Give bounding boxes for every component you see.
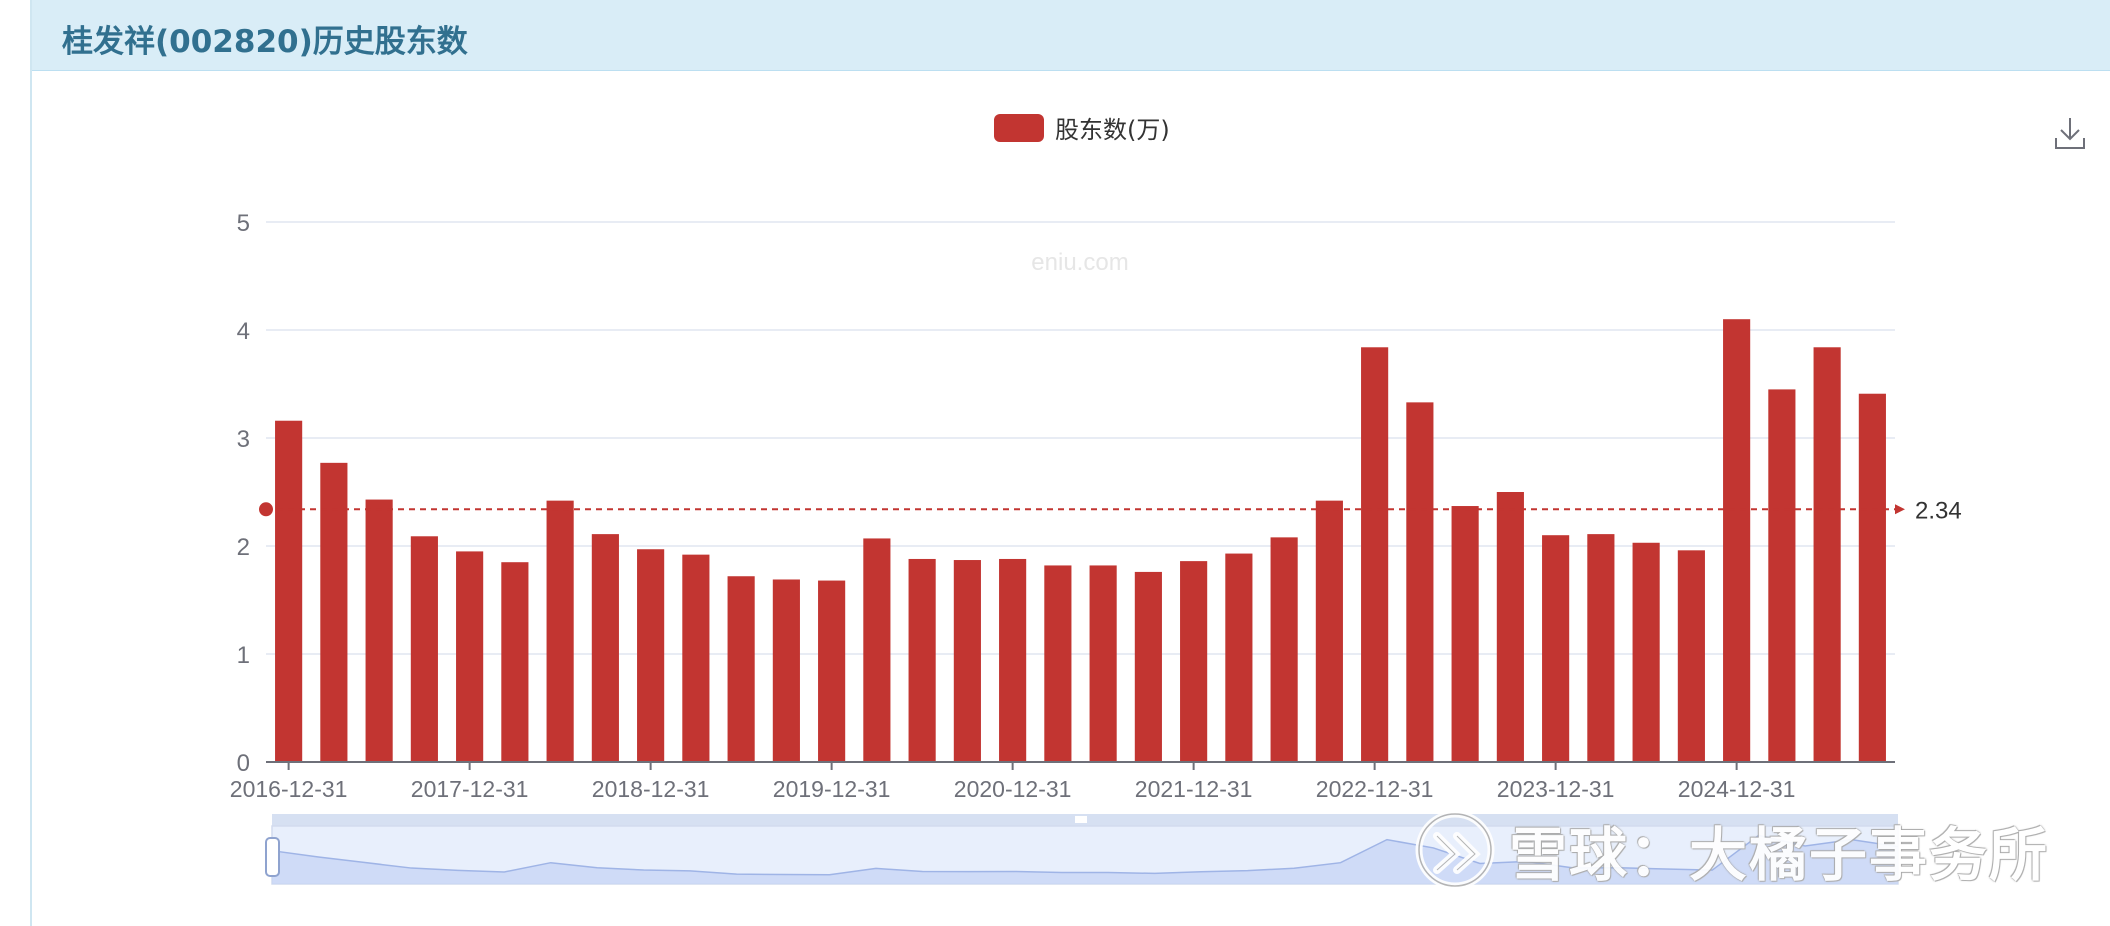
y-tick-label: 2 — [237, 534, 250, 561]
bar — [727, 576, 755, 762]
download-icon[interactable] — [2054, 116, 2086, 150]
bar — [410, 536, 438, 762]
bar — [908, 558, 936, 762]
legend-label[interactable]: 股东数(万) — [1055, 116, 1170, 144]
chart-legend[interactable]: 股东数(万) — [994, 110, 1170, 145]
bar — [1723, 319, 1751, 762]
site-watermark: eniu.com — [1031, 249, 1128, 276]
bar — [1180, 561, 1208, 762]
bar — [1813, 347, 1841, 762]
average-line-start — [259, 502, 273, 517]
x-tick-label: 2016-12-31 — [230, 776, 348, 802]
panel-header: 桂发祥(002820)历史股东数 — [32, 0, 2110, 71]
bar — [1089, 565, 1117, 762]
bar — [1632, 542, 1660, 762]
bar — [637, 549, 665, 762]
zoom-slider-line — [271, 834, 1899, 876]
bar — [320, 462, 348, 762]
left-border — [30, 0, 32, 926]
bar — [1768, 389, 1796, 762]
bar — [1134, 571, 1162, 762]
zoom-slider-grip[interactable] — [1075, 816, 1087, 823]
bar — [1677, 550, 1705, 762]
x-tick-label: 2018-12-31 — [592, 776, 710, 802]
bar — [1270, 537, 1298, 762]
zoom-slider-left-handle[interactable] — [265, 837, 280, 877]
x-tick-label: 2023-12-31 — [1497, 776, 1615, 802]
bar — [1225, 553, 1253, 762]
bar — [818, 580, 846, 762]
bar — [863, 538, 891, 762]
bar — [591, 534, 619, 762]
x-tick-label: 2021-12-31 — [1135, 776, 1253, 802]
x-tick-label: 2024-12-31 — [1678, 776, 1796, 802]
y-tick-label: 4 — [237, 318, 250, 345]
bar — [1451, 506, 1479, 762]
x-tick-label: 2022-12-31 — [1316, 776, 1434, 802]
bar — [1361, 347, 1389, 762]
xueqiu-watermark: 雪球：大橘子事务所 — [1415, 808, 2049, 892]
x-tick-label: 2019-12-31 — [773, 776, 891, 802]
bar — [546, 500, 574, 762]
bar — [501, 562, 529, 762]
bar — [1496, 492, 1524, 762]
bar — [1542, 535, 1570, 762]
average-line-label: 2.34 — [1915, 497, 1962, 524]
zoom-slider-area — [272, 835, 1898, 884]
bar — [1044, 565, 1072, 762]
bar — [1858, 393, 1886, 762]
bar — [953, 560, 981, 762]
bar — [456, 551, 484, 762]
bar — [275, 420, 303, 762]
y-tick-label: 3 — [237, 426, 250, 453]
average-line-arrow — [1895, 504, 1905, 515]
x-tick-label: 2020-12-31 — [954, 776, 1072, 802]
bar — [1587, 534, 1615, 762]
bar — [365, 499, 393, 762]
xueqiu-logo-icon — [1415, 810, 1495, 890]
bar — [682, 554, 710, 762]
y-tick-label: 5 — [237, 210, 250, 237]
y-tick-label: 0 — [237, 750, 250, 777]
page-title: 桂发祥(002820)历史股东数 — [62, 24, 468, 60]
bar — [772, 579, 800, 762]
bar — [1406, 402, 1434, 762]
watermark-text: 雪球：大橘子事务所 — [1509, 821, 2050, 889]
bar — [1315, 500, 1343, 762]
legend-swatch[interactable] — [994, 113, 1044, 142]
y-tick-label: 1 — [237, 642, 250, 669]
bar — [999, 558, 1027, 762]
x-tick-label: 2017-12-31 — [411, 776, 529, 802]
